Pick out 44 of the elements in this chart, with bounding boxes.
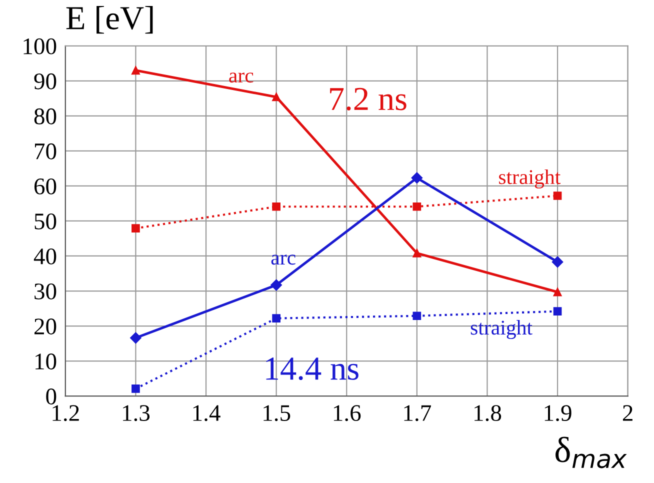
point xyxy=(132,66,140,75)
point xyxy=(553,288,562,296)
y-tick-label: 70 xyxy=(35,143,56,160)
point xyxy=(553,192,562,200)
series-label: arc xyxy=(229,72,254,83)
point xyxy=(412,202,422,211)
x-tick-label: 1.5 xyxy=(264,405,290,422)
y-tick-label: 40 xyxy=(34,248,56,264)
point xyxy=(272,202,280,211)
y-tick-label: 100 xyxy=(24,38,56,54)
point xyxy=(411,172,423,184)
x-tick-label: 1.2 xyxy=(52,405,79,422)
x-tick-label: 1.6 xyxy=(334,405,361,422)
point xyxy=(412,249,422,258)
y-tick-label: 30 xyxy=(34,284,56,300)
x-axis-title: δ$_{max}$ xyxy=(556,436,627,468)
x-tick-label: 1.4 xyxy=(193,405,220,422)
series-label: arc xyxy=(271,254,296,265)
y-tick-label: 0 xyxy=(46,388,56,404)
point xyxy=(272,92,280,102)
point xyxy=(272,314,280,322)
y-tick-label: 50 xyxy=(34,213,56,230)
annotation: 14.4 ns xyxy=(266,358,358,380)
series-label: straight xyxy=(470,320,532,340)
x-tick-label: 1.7 xyxy=(404,405,432,422)
y-tick-label: 60 xyxy=(34,178,56,194)
y-tick-label: 10 xyxy=(36,354,56,370)
point xyxy=(553,307,562,316)
point xyxy=(552,256,564,268)
y-tick-label: 90 xyxy=(34,73,56,90)
point xyxy=(132,384,140,393)
annotation: 7.2 ns xyxy=(330,88,406,110)
x-tick-label: 2 xyxy=(622,405,632,421)
x-tick-label: 1.8 xyxy=(474,405,502,422)
point xyxy=(412,312,422,320)
x-tick-label: 1.3 xyxy=(123,405,150,422)
y-tick-label: 80 xyxy=(34,108,56,124)
point xyxy=(132,224,140,232)
x-tick-label: 1.9 xyxy=(544,405,572,422)
series-label: straight xyxy=(499,169,561,188)
point xyxy=(270,279,282,291)
point xyxy=(130,332,142,344)
y-tick-label: 20 xyxy=(34,318,56,334)
y-axis-title: E [eV] xyxy=(66,6,153,34)
